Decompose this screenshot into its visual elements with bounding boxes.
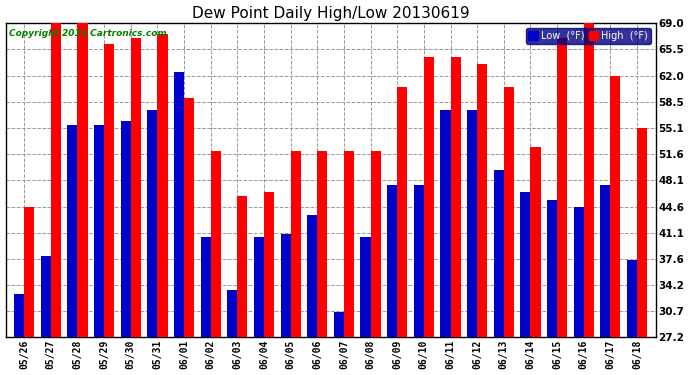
Bar [467, 110, 477, 337]
Bar [334, 312, 344, 337]
Bar [227, 290, 237, 337]
Bar [557, 38, 567, 337]
Bar [504, 87, 514, 337]
Bar [414, 185, 424, 337]
Legend: Low  (°F), High  (°F): Low (°F), High (°F) [526, 28, 651, 44]
Bar [493, 170, 504, 337]
Bar [174, 72, 184, 337]
Bar [281, 234, 290, 337]
Bar [397, 87, 407, 337]
Bar [131, 38, 141, 337]
Bar [184, 98, 194, 337]
Bar [254, 237, 264, 337]
Bar [157, 34, 168, 337]
Title: Dew Point Daily High/Low 20130619: Dew Point Daily High/Low 20130619 [192, 6, 469, 21]
Bar [104, 44, 115, 337]
Bar [237, 196, 248, 337]
Bar [584, 23, 594, 337]
Bar [440, 110, 451, 337]
Bar [371, 151, 381, 337]
Bar [317, 151, 328, 337]
Bar [147, 110, 157, 337]
Bar [387, 185, 397, 337]
Bar [344, 151, 354, 337]
Bar [520, 192, 531, 337]
Bar [41, 256, 51, 337]
Bar [290, 151, 301, 337]
Bar [24, 207, 34, 337]
Bar [573, 207, 584, 337]
Bar [210, 151, 221, 337]
Bar [547, 200, 557, 337]
Bar [94, 124, 104, 337]
Bar [600, 185, 611, 337]
Bar [477, 64, 487, 337]
Bar [424, 57, 434, 337]
Bar [77, 23, 88, 337]
Bar [264, 192, 274, 337]
Text: Copyright 2013 Cartronics.com: Copyright 2013 Cartronics.com [9, 29, 166, 38]
Bar [611, 76, 620, 337]
Bar [637, 128, 647, 337]
Bar [451, 57, 461, 337]
Bar [531, 147, 540, 337]
Bar [307, 215, 317, 337]
Bar [360, 237, 371, 337]
Bar [201, 237, 210, 337]
Bar [68, 124, 77, 337]
Bar [627, 260, 637, 337]
Bar [51, 23, 61, 337]
Bar [14, 294, 24, 337]
Bar [121, 121, 131, 337]
